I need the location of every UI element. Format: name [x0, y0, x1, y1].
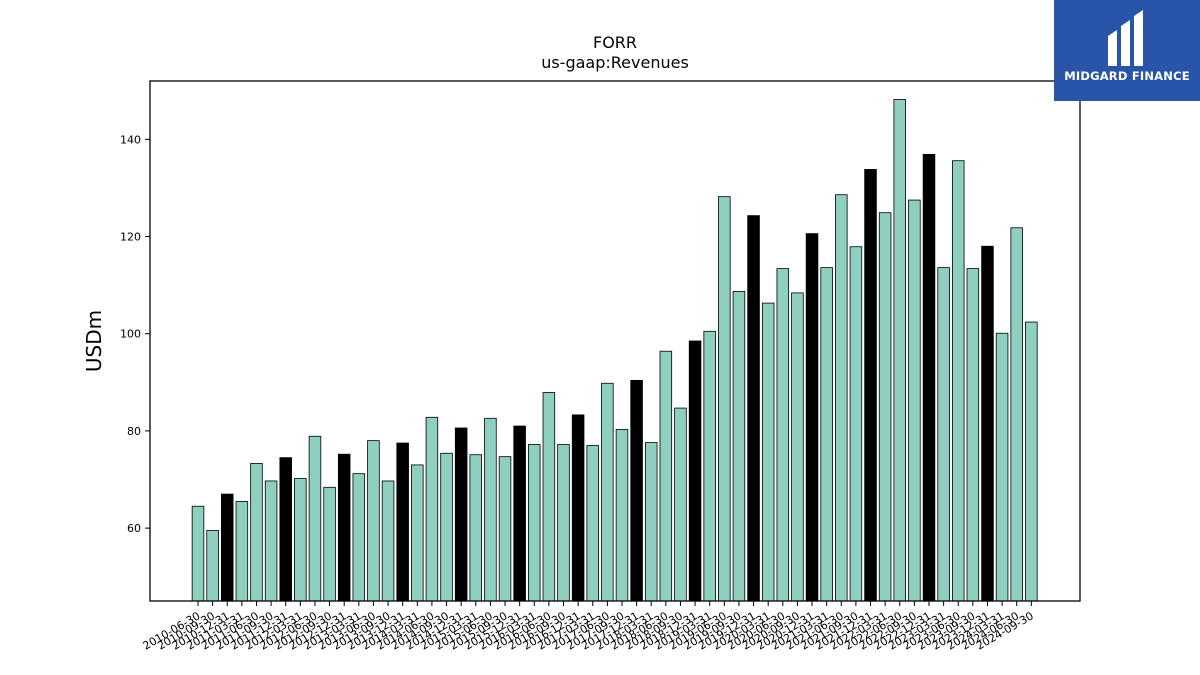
bar-2018-12-31 [688, 340, 702, 602]
bar-2023-09-30 [966, 268, 980, 602]
bar-2013-03-31 [352, 473, 366, 602]
bar-2017-09-30 [615, 429, 629, 602]
chart-subtitle: us-gaap:Revenues [541, 53, 689, 72]
bar-2018-06-30 [659, 350, 673, 602]
bar-2010-09-30 [206, 530, 219, 602]
bar-2023-12-31 [981, 245, 994, 602]
bar-2013-06-30 [367, 440, 380, 602]
bar-2011-12-31 [279, 457, 292, 602]
bar-2014-06-30 [425, 416, 439, 602]
bar-2021-06-30 [835, 194, 848, 602]
plot-frame [149, 80, 1081, 602]
bar-2011-06-30 [250, 463, 263, 602]
bar-2022-09-30 [908, 199, 921, 602]
bar-2024-03-31 [995, 332, 1009, 602]
bar-2020-09-30 [791, 292, 804, 602]
brand-name: MIDGARD FINANCE [1064, 69, 1190, 83]
bar-2014-12-31 [454, 427, 468, 602]
bar-2017-03-31 [586, 445, 599, 602]
bar-2016-03-31 [528, 444, 541, 602]
bar-2020-03-31 [761, 302, 775, 602]
bar-2019-09-30 [732, 291, 746, 602]
y-tick-label: 100 [120, 328, 141, 341]
bar-2016-06-30 [542, 392, 556, 602]
bar-2019-12-31 [747, 215, 760, 602]
bar-2023-03-31 [937, 267, 950, 602]
y-tick-label: 60 [127, 522, 141, 535]
bar-2024-09-30 [1025, 321, 1038, 602]
y-tick-label: 80 [127, 425, 141, 438]
y-tick-label: 120 [120, 231, 141, 244]
bar-2021-03-31 [820, 267, 833, 602]
bars-group [191, 99, 1038, 602]
bar-2024-06-30 [1010, 227, 1023, 602]
bar-2012-09-30 [323, 486, 336, 602]
bar-2021-09-30 [849, 246, 863, 602]
midgard-logo-icon [1108, 10, 1143, 66]
bar-2015-09-30 [498, 456, 512, 602]
y-axis-ticks: 60 80 100 120 140 [120, 133, 150, 535]
bar-2017-12-31 [630, 379, 643, 602]
bar-2011-03-31 [235, 500, 249, 602]
bar-2014-09-30 [440, 452, 453, 602]
bar-2013-12-31 [396, 442, 409, 602]
bar-2013-09-30 [381, 480, 395, 602]
bar-2022-03-31 [878, 212, 892, 602]
chart-title: FORR [593, 33, 637, 52]
bar-2012-06-30 [308, 435, 322, 602]
bar-2020-12-31 [805, 233, 819, 602]
bar-2012-03-31 [294, 478, 307, 602]
bar-2015-12-31 [513, 425, 526, 602]
x-axis-ticks: 2010-06-302010-09-302010-12-312011-03-31… [141, 601, 1036, 653]
y-axis-label: USDm [82, 310, 106, 372]
bar-2020-06-30 [776, 268, 790, 602]
bar-2018-03-31 [644, 442, 658, 602]
bar-2021-12-31 [864, 169, 877, 602]
bar-2010-06-30 [191, 505, 205, 602]
bar-2015-03-31 [469, 454, 483, 602]
bar-2017-06-30 [601, 382, 614, 602]
bar-2023-06-30 [951, 160, 965, 602]
bar-2016-09-30 [557, 444, 570, 602]
bar-2015-06-30 [484, 417, 497, 602]
bar-2012-12-31 [337, 453, 351, 602]
bar-2018-09-30 [674, 407, 687, 602]
bar-2016-12-31 [571, 414, 585, 602]
bar-2014-03-31 [411, 464, 424, 602]
bar-2010-12-31 [220, 493, 234, 602]
bar-2022-12-31 [922, 153, 936, 602]
brand-logo: MIDGARD FINANCE [1054, 0, 1200, 101]
bar-2019-03-31 [703, 330, 716, 602]
bar-2019-06-30 [718, 196, 731, 602]
bar-2022-06-30 [893, 99, 907, 602]
y-tick-label: 140 [120, 133, 141, 146]
bar-2011-09-30 [264, 480, 278, 602]
